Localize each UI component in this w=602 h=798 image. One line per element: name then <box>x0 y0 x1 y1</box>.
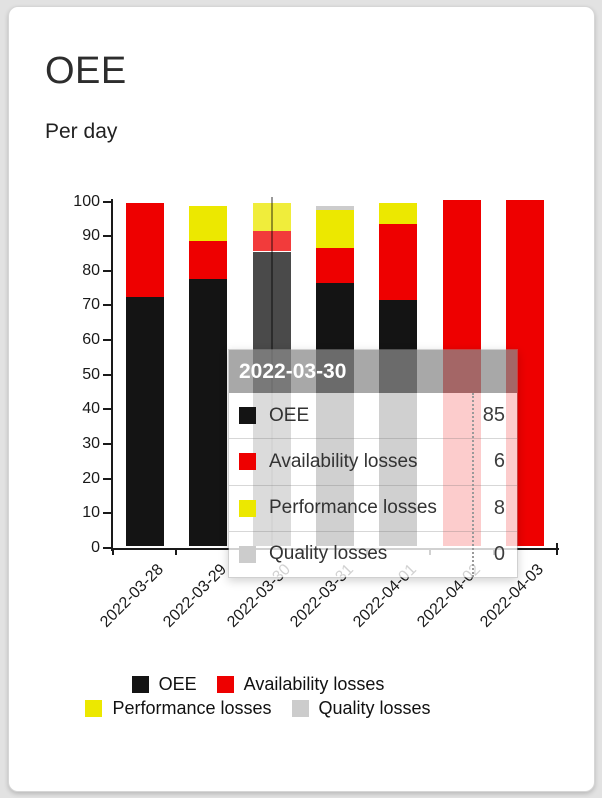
y-axis-tick-label: 100 <box>73 193 100 210</box>
tooltip-series-label: Quality losses <box>269 543 388 565</box>
x-axis-tick <box>556 543 558 555</box>
tooltip-series-swatch <box>239 499 256 517</box>
legend-swatch <box>85 700 103 717</box>
tooltip-series-swatch <box>239 407 256 425</box>
tooltip-series-swatch <box>239 545 256 563</box>
tooltip-body: OEE 85 Availability losses 6 Performance los… <box>229 393 517 577</box>
y-axis-tick <box>103 547 111 549</box>
y-axis-tick <box>103 443 111 445</box>
chart-title: OEE <box>45 50 127 92</box>
y-axis-tick-label: 20 <box>82 470 100 487</box>
y-axis-tick <box>103 339 111 341</box>
bar-segment-performance-losses[interactable] <box>252 203 291 231</box>
legend-row: Performance losses Quality losses <box>85 698 431 719</box>
tooltip-series-label: OEE <box>269 404 310 426</box>
legend-item-quality-losses[interactable]: Quality losses <box>291 698 431 719</box>
tooltip-row: Availability losses 6 <box>229 438 517 484</box>
y-axis-tick <box>103 512 111 514</box>
tooltip-series-swatch <box>239 453 256 471</box>
bar-segment-performance-losses[interactable] <box>316 209 354 248</box>
bar-segment-availability-losses[interactable] <box>189 241 228 280</box>
legend-item-oee[interactable]: OEE <box>131 674 197 695</box>
legend-label: Performance losses <box>112 698 272 718</box>
y-axis-tick-label: 30 <box>82 435 100 452</box>
y-axis-tick-label: 10 <box>82 504 100 521</box>
bar-segment-performance-losses[interactable] <box>379 203 418 224</box>
y-axis-tick-label: 40 <box>82 400 100 417</box>
y-axis-tick-label: 90 <box>82 227 100 244</box>
tooltip-series-value: 0 <box>493 542 505 565</box>
x-axis-tick <box>175 550 177 555</box>
x-axis-tick <box>112 550 114 555</box>
legend-item-availability-losses[interactable]: Availability losses <box>216 674 385 695</box>
y-axis-tick <box>103 408 111 410</box>
y-axis-line <box>111 199 113 551</box>
y-axis-tick <box>103 478 111 480</box>
y-axis-tick <box>103 201 111 203</box>
legend-swatch <box>216 676 234 693</box>
tooltip-series-value: 85 <box>482 404 505 427</box>
tooltip-row: OEE 85 <box>229 393 517 438</box>
legend-swatch <box>131 676 149 693</box>
y-axis-tick-label: 80 <box>82 262 100 279</box>
bar-segment-availability-losses[interactable] <box>125 203 164 297</box>
tooltip-date-title: 2022-03-30 <box>229 350 517 393</box>
legend-row: OEE Availability losses <box>131 674 385 695</box>
tooltip-series-value: 6 <box>493 450 505 473</box>
tooltip-series-label: Availability losses <box>269 450 418 472</box>
tooltip-value-separator <box>472 393 474 577</box>
chart-legend: OEE Availability losses Performance losses… <box>0 674 516 719</box>
tooltip-row: Performance losses 8 <box>229 484 517 531</box>
legend-swatch <box>291 700 309 717</box>
bar-segment-availability-losses[interactable] <box>252 230 291 252</box>
bar-segment-availability-losses[interactable] <box>316 248 354 283</box>
tooltip-series-label: Performance losses <box>269 497 437 519</box>
y-axis-tick <box>103 235 111 237</box>
y-axis-tick <box>103 270 111 272</box>
bar-segment-quality-losses[interactable] <box>316 206 354 210</box>
hover-tooltip: 2022-03-30 OEE 85 Availability losses 6 Perf… <box>228 349 518 578</box>
bar-segment-oee[interactable] <box>189 279 228 546</box>
y-axis-tick <box>103 304 111 306</box>
bar-segment-oee[interactable] <box>125 296 164 546</box>
tooltip-series-value: 8 <box>493 496 505 519</box>
y-axis-tick-label: 70 <box>82 296 100 313</box>
legend-label: Availability losses <box>243 674 385 694</box>
bar-segment-performance-losses[interactable] <box>189 206 228 241</box>
legend-label: OEE <box>158 674 197 694</box>
bar-segment-availability-losses[interactable] <box>379 223 418 300</box>
y-axis-tick-label: 50 <box>82 366 100 383</box>
y-axis-tick <box>103 374 111 376</box>
y-axis-tick-label: 60 <box>82 331 100 348</box>
y-axis-tick-label: 0 <box>91 539 100 556</box>
tooltip-row: Quality losses 0 <box>229 530 517 577</box>
legend-label: Quality losses <box>318 698 431 718</box>
chart-subtitle: Per day <box>45 120 118 143</box>
legend-item-performance-losses[interactable]: Performance losses <box>85 698 272 719</box>
